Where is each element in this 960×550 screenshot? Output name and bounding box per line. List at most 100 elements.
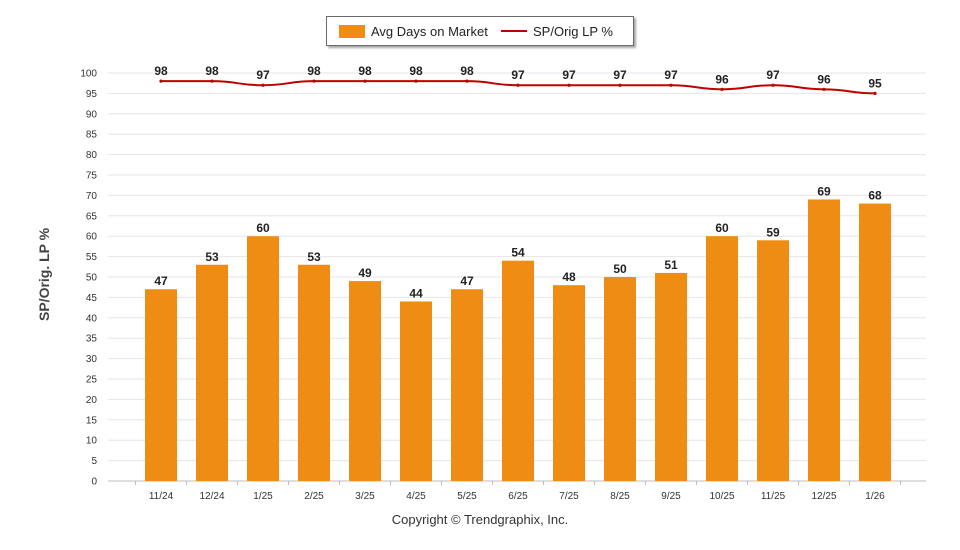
y-axis-ticks: 0 5 10 15 20 25 30 35 40 45 50 55 60 65 70 75 80 85 90 95 10… xyxy=(80,69,97,488)
line-data-label: 97 xyxy=(664,68,678,82)
y-tick-label: 75 xyxy=(86,171,98,182)
line-point xyxy=(312,79,316,83)
bar-data-label: 53 xyxy=(307,250,321,264)
bar xyxy=(706,236,738,481)
y-tick-label: 100 xyxy=(80,69,97,80)
line-point xyxy=(822,87,826,91)
bar-data-label: 60 xyxy=(715,221,729,235)
gridlines xyxy=(108,72,926,482)
bar xyxy=(247,236,279,481)
y-tick-label: 40 xyxy=(86,313,98,324)
bar xyxy=(859,203,891,481)
bar-data-label: 49 xyxy=(358,266,372,280)
bar xyxy=(502,260,534,481)
x-axis-ticks: 11/24 12/24 1/25 2/25 3/25 4/25 5/25 6/25 7/25 8/… xyxy=(135,481,901,502)
line-point xyxy=(363,79,367,83)
line-data-label: 95 xyxy=(868,76,882,90)
bar xyxy=(400,301,432,481)
line-point xyxy=(567,83,571,87)
bar-series: 47 53 60 53 49 44 47 54 48 50 51 60 59 69 68 xyxy=(145,184,891,482)
line-data-label: 97 xyxy=(256,68,270,82)
x-tick-label: 4/25 xyxy=(406,491,426,502)
copyright: Copyright © Trendgraphix, Inc. xyxy=(391,512,569,527)
line-point xyxy=(873,91,877,95)
line-data-label: 97 xyxy=(562,68,576,82)
bar xyxy=(196,264,228,481)
bar-data-label: 68 xyxy=(868,189,882,203)
line-point xyxy=(210,79,214,83)
bar xyxy=(808,199,840,482)
bar xyxy=(757,240,789,481)
legend-item-days: Avg Days on Market xyxy=(339,17,488,45)
line-data-label: 97 xyxy=(766,68,780,82)
bar-data-label: 47 xyxy=(154,274,168,288)
line-data-label: 96 xyxy=(817,72,831,86)
line-data-label: 97 xyxy=(613,68,627,82)
bar xyxy=(298,264,330,481)
line-point xyxy=(771,83,775,87)
x-tick-label: 2/25 xyxy=(304,491,324,502)
y-tick-label: 45 xyxy=(86,293,98,304)
bar-data-label: 51 xyxy=(664,258,678,272)
line-data-label: 96 xyxy=(715,72,729,86)
legend-label-days: Avg Days on Market xyxy=(371,23,488,39)
line-point xyxy=(465,79,469,83)
x-tick-label: 8/25 xyxy=(610,491,630,502)
y-axis-label: SP/Orig. LP % xyxy=(36,227,52,321)
line-data-label: 98 xyxy=(409,64,423,78)
y-tick-label: 85 xyxy=(86,130,98,141)
bar xyxy=(451,289,483,481)
line-point xyxy=(669,83,673,87)
x-tick-label: 7/25 xyxy=(559,491,579,502)
bar xyxy=(145,289,177,481)
y-tick-label: 65 xyxy=(86,211,98,222)
sp-orig-lp-line xyxy=(161,80,876,95)
y-tick-label: 90 xyxy=(86,109,98,120)
line-series: 98 98 97 98 98 98 98 97 97 97 97 96 97 96 95 xyxy=(154,64,882,95)
line-data-label: 98 xyxy=(205,64,219,78)
legend-swatch-bar xyxy=(339,24,365,38)
x-tick-label: 3/25 xyxy=(355,491,375,502)
bar-data-label: 48 xyxy=(562,270,576,284)
line-point xyxy=(720,87,724,91)
bar xyxy=(553,285,585,481)
y-tick-label: 0 xyxy=(91,477,97,488)
y-tick-label: 15 xyxy=(86,415,98,426)
line-data-label: 98 xyxy=(358,64,372,78)
bar xyxy=(655,272,687,481)
line-point xyxy=(261,83,265,87)
y-tick-label: 95 xyxy=(86,89,98,100)
y-tick-label: 25 xyxy=(86,375,98,386)
line-point xyxy=(159,79,163,83)
line-data-label: 97 xyxy=(511,68,525,82)
x-tick-label: 1/26 xyxy=(865,491,885,502)
legend-item-sp: SP/Orig LP % xyxy=(501,17,613,45)
line-point xyxy=(618,83,622,87)
legend: Avg Days on Market SP/Orig LP % xyxy=(326,16,634,46)
line-data-label: 98 xyxy=(460,64,474,78)
line-point xyxy=(414,79,418,83)
bar xyxy=(604,277,636,481)
line-data-label: 98 xyxy=(154,64,168,78)
y-tick-label: 35 xyxy=(86,334,98,345)
y-tick-label: 50 xyxy=(86,273,98,284)
x-tick-label: 11/25 xyxy=(761,491,786,502)
bar-data-label: 59 xyxy=(766,225,780,239)
y-tick-label: 55 xyxy=(86,252,98,263)
x-tick-label: 5/25 xyxy=(457,491,477,502)
bar-data-label: 53 xyxy=(205,250,219,264)
x-tick-label: 10/25 xyxy=(709,491,734,502)
y-tick-label: 80 xyxy=(86,150,98,161)
y-tick-label: 20 xyxy=(86,395,98,406)
bar-data-label: 69 xyxy=(817,184,831,198)
bar-data-label: 50 xyxy=(613,262,627,276)
x-tick-label: 9/25 xyxy=(661,491,681,502)
x-tick-label: 12/24 xyxy=(199,491,224,502)
x-tick-label: 6/25 xyxy=(508,491,528,502)
y-tick-label: 60 xyxy=(86,232,98,243)
bar-data-label: 47 xyxy=(460,274,474,288)
x-tick-label: 12/25 xyxy=(811,491,836,502)
bar-data-label: 54 xyxy=(511,246,525,260)
y-tick-label: 70 xyxy=(86,191,98,202)
